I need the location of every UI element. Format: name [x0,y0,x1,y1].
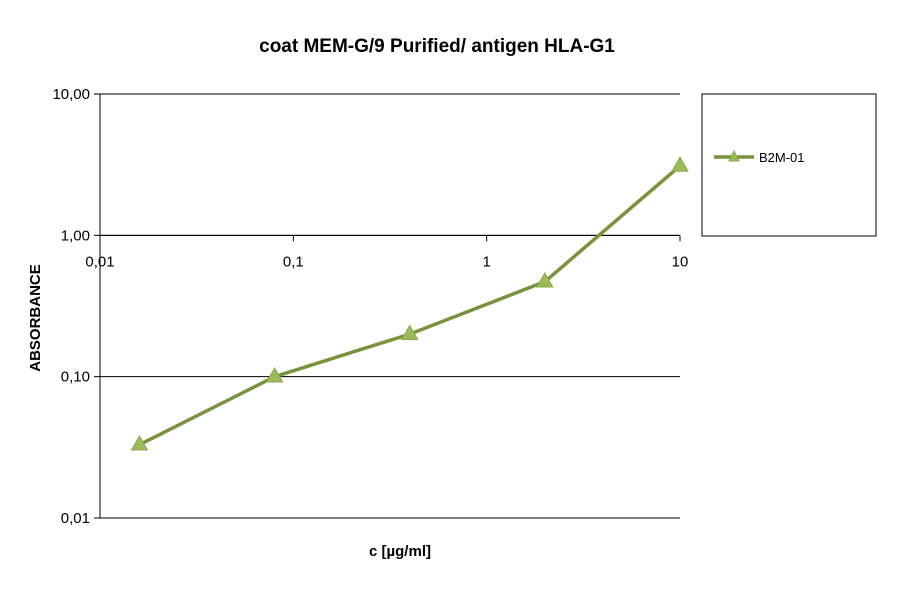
x-axis-title: c [µg/ml] [369,543,431,560]
series-group [130,156,689,451]
x-tick-label: 1 [482,253,490,270]
y-tick-label: 10,00 [52,86,90,103]
y-tick-label: 0,10 [61,369,90,386]
y-tick-label: 1,00 [61,227,90,244]
legend-marker [728,149,740,162]
y-axis-title: ABSORBANCE [27,264,44,372]
data-point [400,324,419,340]
x-tick-labels: 0,01 0,1 1 10 [85,235,688,270]
data-point [536,271,554,288]
series-line [138,164,682,447]
x-tick-label: 0,1 [283,253,304,270]
legend-box [701,93,877,237]
legend: B2M-01 [701,93,877,237]
chart-title: coat MEM-G/9 Purified/ antigen HLA-G1 [259,36,615,57]
x-tick-label: 0,01 [85,253,114,270]
legend-label: B2M-01 [759,150,805,165]
x-tick-label: 10 [672,253,689,270]
data-point [671,156,689,172]
data-point [265,366,284,383]
data-point [130,435,149,451]
gridlines [94,93,680,519]
y-tick-labels: 0,01 0,10 1,00 10,00 [52,86,90,527]
y-tick-label: 0,01 [61,510,90,527]
